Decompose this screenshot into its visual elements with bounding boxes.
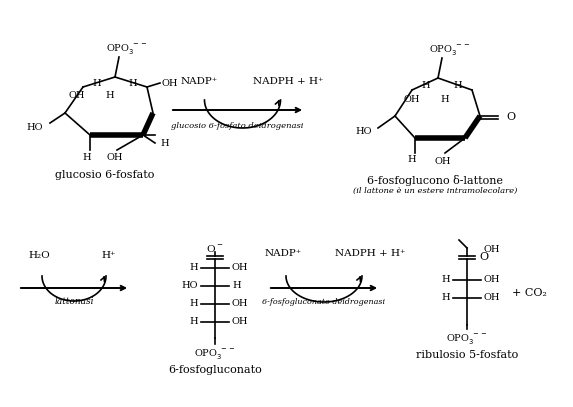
Text: H: H	[189, 300, 198, 309]
Text: NADPH + H⁺: NADPH + H⁺	[335, 249, 405, 258]
Text: OH: OH	[435, 157, 452, 166]
Text: glucosio 6-fosfato: glucosio 6-fosfato	[56, 170, 155, 180]
Text: OH: OH	[232, 300, 249, 309]
Text: ribulosio 5-fosfato: ribulosio 5-fosfato	[416, 350, 518, 360]
Text: H: H	[189, 317, 198, 326]
Text: (il lattone è un estere intramolecolare): (il lattone è un estere intramolecolare)	[353, 187, 517, 195]
Text: H: H	[129, 79, 138, 88]
Text: NADPH + H⁺: NADPH + H⁺	[253, 77, 324, 87]
Text: lattonasi: lattonasi	[54, 298, 94, 306]
Text: + CO₂: + CO₂	[512, 288, 547, 298]
Text: OH: OH	[162, 79, 179, 88]
Text: OH: OH	[232, 263, 249, 273]
Text: H: H	[189, 263, 198, 273]
Text: H: H	[232, 282, 241, 291]
Text: OH: OH	[403, 96, 420, 105]
Text: 6-fosfoglucono δ-lattone: 6-fosfoglucono δ-lattone	[367, 175, 503, 186]
Text: HO: HO	[355, 127, 372, 136]
Text: H: H	[454, 81, 462, 90]
Text: NADP⁺: NADP⁺	[181, 77, 218, 87]
Text: OH: OH	[107, 153, 123, 162]
Text: O$^-$: O$^-$	[206, 243, 223, 254]
Text: NADP⁺: NADP⁺	[264, 249, 301, 258]
Text: H₂O: H₂O	[28, 252, 50, 260]
Text: HO: HO	[26, 123, 43, 131]
Text: OPO$_3^{\ --}$: OPO$_3^{\ --}$	[429, 43, 471, 57]
Text: H: H	[441, 293, 450, 302]
Text: glucosio 6-fosfato deidrogenasi: glucosio 6-fosfato deidrogenasi	[171, 122, 304, 130]
Text: O: O	[479, 252, 488, 262]
Text: OH: OH	[232, 317, 249, 326]
Text: O: O	[506, 112, 515, 122]
Text: 6-fosfogluconato deidrogenasi: 6-fosfogluconato deidrogenasi	[262, 298, 386, 306]
Text: OPO$_3^{\ --}$: OPO$_3^{\ --}$	[194, 347, 236, 361]
Text: H: H	[83, 153, 91, 162]
Text: H: H	[93, 79, 101, 88]
Text: H: H	[441, 276, 450, 284]
Text: HO: HO	[182, 282, 198, 291]
Text: OH: OH	[484, 276, 500, 284]
Text: H: H	[441, 96, 449, 105]
Text: 6-fosfogluconato: 6-fosfogluconato	[168, 365, 262, 375]
Text: H⁺: H⁺	[102, 252, 116, 260]
Text: OPO$_3^{\ --}$: OPO$_3^{\ --}$	[106, 42, 148, 56]
Text: H: H	[160, 138, 168, 147]
Text: OH: OH	[69, 90, 85, 99]
Text: OH: OH	[483, 245, 500, 254]
Text: H: H	[422, 81, 430, 90]
Text: OPO$_3^{\ --}$: OPO$_3^{\ --}$	[446, 332, 488, 346]
Text: OH: OH	[484, 293, 500, 302]
Text: H: H	[407, 155, 417, 164]
Text: H: H	[105, 90, 114, 99]
